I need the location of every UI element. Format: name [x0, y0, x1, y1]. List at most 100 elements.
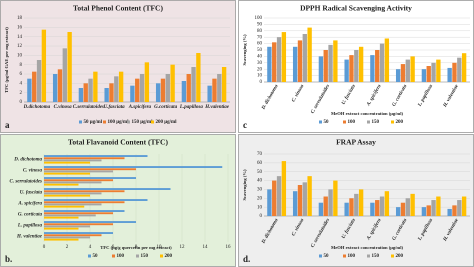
x-tick-label: L.papillosa	[179, 105, 203, 110]
bar	[354, 50, 359, 82]
bar	[297, 40, 303, 82]
bar	[44, 210, 125, 212]
bar	[135, 78, 140, 102]
bar	[44, 216, 79, 219]
legend-label: 200	[396, 254, 404, 259]
x-tick-label: U.fasciata	[104, 105, 125, 110]
legend-swatch	[319, 254, 322, 258]
bar	[318, 56, 324, 82]
bar	[395, 207, 401, 216]
bar	[297, 185, 303, 216]
chart-title: Total Flavanoid Content (TFC)	[68, 138, 168, 147]
bar	[447, 208, 452, 216]
bar	[431, 62, 436, 82]
bar	[130, 85, 135, 102]
bar	[426, 205, 431, 216]
bar	[318, 202, 324, 216]
bar	[139, 74, 145, 102]
y-tick-label: 8	[20, 63, 23, 68]
x-axis-label: MeOH extract concentration (μg/ml)	[331, 245, 404, 250]
bar	[44, 232, 113, 234]
bar	[44, 238, 79, 241]
legend-label: 150	[141, 254, 149, 259]
bar	[302, 182, 307, 216]
y-tick-label: 14	[17, 35, 23, 40]
bar	[191, 67, 196, 102]
y-tick-label: 0	[20, 100, 23, 105]
y-tick-label: 30	[257, 188, 263, 193]
bar	[212, 78, 217, 102]
legend-label: 200 μg/ml	[156, 120, 178, 125]
x-tick-label: C.vinosa	[54, 105, 72, 110]
x-axis-label: TFC (μg/g quercetin per mg extract)	[100, 245, 172, 250]
bar	[358, 189, 364, 216]
legend-swatch	[88, 254, 91, 258]
y-tick-label: 4	[20, 81, 23, 86]
x-tick-label: 0	[43, 245, 46, 250]
x-tick-label: 16	[226, 245, 232, 250]
bar	[44, 168, 136, 171]
bar	[333, 40, 338, 82]
bar	[155, 83, 161, 102]
bar	[344, 59, 349, 82]
bar	[410, 56, 415, 82]
y-tick-label: G. corticata	[18, 213, 43, 218]
bar	[181, 81, 187, 102]
legend-label: 50 μg/ml	[84, 120, 103, 125]
bar	[207, 85, 212, 102]
x-tick-label: A.spicifera	[128, 105, 152, 110]
bar	[44, 223, 113, 226]
bar	[160, 78, 166, 102]
y-tick-label: 40	[257, 179, 263, 184]
legend-swatch	[367, 120, 370, 124]
legend-swatch	[127, 120, 130, 124]
bar	[109, 83, 114, 102]
bar	[41, 29, 47, 103]
legend-swatch	[79, 120, 82, 124]
legend-swatch	[391, 254, 394, 258]
legend-swatch	[136, 254, 139, 258]
bar	[307, 27, 312, 83]
panel-label: b.	[5, 254, 12, 264]
panel-label: a	[5, 120, 10, 130]
bar	[272, 42, 277, 82]
legend-label: 150	[372, 120, 380, 125]
y-tick-label: 0	[260, 214, 263, 219]
bar	[186, 74, 191, 102]
bar	[44, 170, 113, 173]
y-tick-label: C. serrulatoides	[9, 180, 42, 185]
y-tick-label: D. dichotoma	[13, 158, 42, 163]
bar	[431, 200, 436, 216]
bar	[32, 71, 37, 102]
x-axis-label: MeOH extract concentration (μg/ml)	[331, 111, 404, 116]
bar	[44, 172, 90, 175]
panel: Total Flavanoid Content (TFC) 0 2 4 6 8 10 12 14…	[0, 134, 236, 267]
bar	[307, 176, 312, 216]
legend-label: 150 μg/ml	[132, 120, 154, 125]
bar	[67, 32, 72, 102]
bar	[44, 236, 90, 239]
y-tick-label: U. fasciata	[20, 191, 43, 196]
y-tick-label: A. spicifera	[17, 202, 42, 207]
bar	[44, 194, 90, 197]
y-tick-label: 2	[20, 91, 23, 96]
bar	[452, 62, 457, 82]
bar	[44, 192, 102, 195]
bar	[276, 176, 282, 216]
legend-swatch	[343, 120, 346, 124]
chart-title: DPPH Radical Scavenging Activity	[300, 4, 412, 13]
y-tick-label: 10	[17, 53, 23, 58]
bar	[436, 196, 441, 216]
bar	[344, 202, 349, 216]
bar	[447, 67, 452, 82]
legend-swatch	[103, 120, 106, 124]
bar	[349, 198, 354, 216]
bar	[379, 196, 385, 216]
bar	[44, 203, 102, 206]
bar	[83, 83, 88, 102]
legend-swatch	[151, 120, 154, 124]
y-tick-label: 70	[257, 152, 263, 157]
bar	[44, 155, 148, 157]
bar	[375, 200, 380, 216]
y-tick-label: 80	[257, 29, 263, 34]
